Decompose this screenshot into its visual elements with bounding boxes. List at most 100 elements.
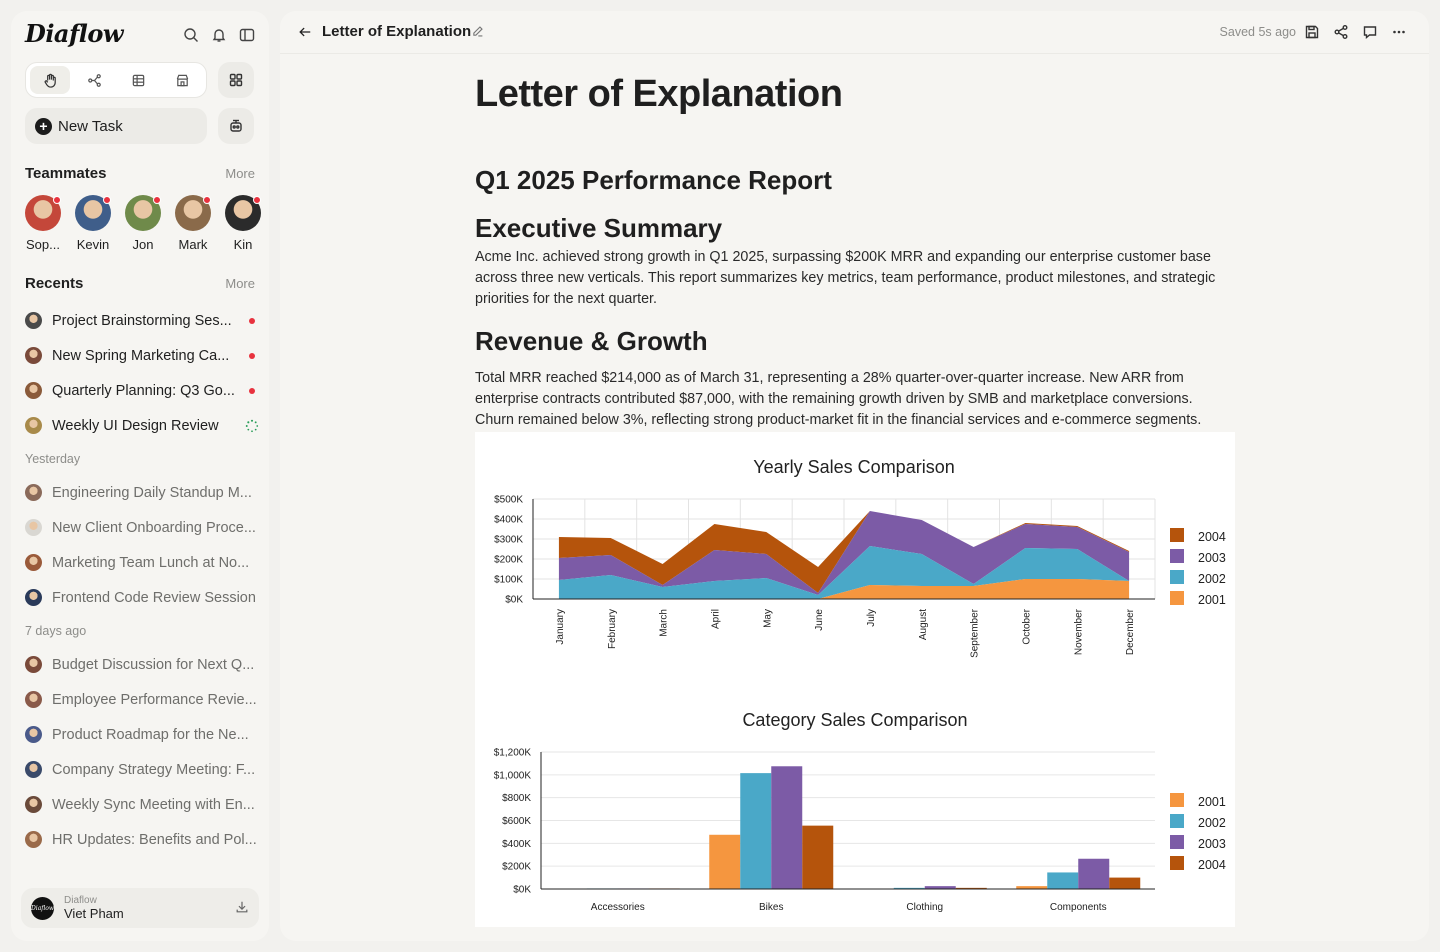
teammate[interactable]: Mark [175, 195, 211, 252]
workflow-mode-button[interactable] [74, 66, 114, 94]
area-y-tick-label: $200K [494, 555, 523, 566]
bar-2003-bikes [771, 766, 803, 889]
recent-avatar [25, 382, 42, 399]
recent-item[interactable]: Frontend Code Review Session [25, 580, 259, 615]
area-x-tick-label: November [1073, 608, 1084, 655]
recent-item[interactable]: Weekly UI Design Review [25, 408, 259, 443]
exec-summary-text: Acme Inc. achieved strong growth in Q1 2… [475, 249, 1216, 307]
bar-legend-label: 2001 [1198, 795, 1226, 809]
recent-item[interactable]: New Spring Marketing Ca... [25, 338, 259, 373]
user-meta: Diaflow Viet Pham [64, 895, 124, 921]
mode-switcher [25, 62, 207, 98]
area-chart-title: Yearly Sales Comparison [753, 457, 954, 477]
user-card[interactable]: Diaflow Diaflow Viet Pham [21, 888, 259, 928]
user-name: Viet Pham [64, 906, 124, 921]
teammate[interactable]: Sop... [25, 195, 61, 252]
area-x-tick-label: March [659, 609, 670, 637]
avatar [175, 195, 211, 231]
agent-button[interactable] [218, 108, 254, 144]
area-x-tick-label: August [918, 609, 929, 640]
avatar [25, 195, 61, 231]
area-series-2002 [558, 546, 1130, 599]
recent-item[interactable]: Company Strategy Meeting: F... [25, 752, 259, 787]
recent-avatar [25, 726, 42, 743]
bar-2002-bikes [740, 773, 772, 889]
teammate[interactable]: Kevin [75, 195, 111, 252]
store-mode-button[interactable] [162, 66, 202, 94]
recent-item[interactable]: HR Updates: Benefits and Pol... [25, 822, 259, 857]
bar-2004-clothing [955, 887, 987, 889]
edit-title-icon[interactable] [471, 25, 484, 38]
hand-mode-button[interactable] [30, 66, 70, 94]
area-legend-label: 2002 [1198, 572, 1226, 586]
recent-title: Product Roadmap for the Ne... [52, 726, 249, 743]
share-icon[interactable] [1333, 24, 1349, 40]
bar-legend-swatch [1170, 856, 1184, 870]
bell-icon[interactable] [211, 27, 227, 43]
yesterday-label: Yesterday [25, 452, 81, 466]
area-y-tick-label: $0K [505, 595, 523, 606]
bar-2004-bikes [802, 825, 834, 889]
grid-icon [229, 73, 243, 87]
avatar [225, 195, 261, 231]
recent-avatar [25, 691, 42, 708]
doc-topbar: Letter of Explanation Saved 5s ago [280, 11, 1429, 54]
teammate-name: Jon [132, 237, 154, 252]
more-icon[interactable] [1391, 24, 1407, 40]
area-x-tick-label: February [607, 609, 618, 649]
new-task-button[interactable]: + New Task [25, 108, 207, 144]
recent-title: Marketing Team Lunch at No... [52, 554, 250, 571]
recent-title: New Spring Marketing Ca... [52, 347, 230, 364]
area-series-2001 [558, 579, 1130, 599]
bar-y-tick-label: $200K [502, 862, 531, 873]
recent-item[interactable]: New Client Onboarding Proce... [25, 510, 259, 545]
recent-item[interactable]: Weekly Sync Meeting with En... [25, 787, 259, 822]
teammate[interactable]: Kin [225, 195, 261, 252]
area-legend-label: 2001 [1198, 593, 1226, 607]
bar-chart-title: Category Sales Comparison [742, 710, 967, 730]
area-legend-label: 2004 [1198, 530, 1226, 544]
search-icon[interactable] [183, 27, 199, 43]
robot-icon [230, 119, 242, 132]
area-x-tick-label: January [555, 609, 566, 645]
online-status-dot [153, 196, 161, 204]
recent-item[interactable]: Project Brainstorming Ses... [25, 303, 259, 338]
bar-y-tick-label: $0K [513, 885, 531, 896]
download-icon[interactable] [235, 900, 249, 914]
unread-dot [249, 387, 255, 394]
back-arrow-icon[interactable] [298, 25, 312, 39]
recents-more-link[interactable]: More [225, 276, 255, 291]
bar-legend-label: 2002 [1198, 816, 1226, 830]
recent-item[interactable]: Quarterly Planning: Q3 Go... [25, 373, 259, 408]
recent-item[interactable]: Marketing Team Lunch at No... [25, 545, 259, 580]
workspace-name: Diaflow [64, 895, 97, 906]
recent-avatar [25, 761, 42, 778]
recent-avatar [25, 589, 42, 606]
app-logo[interactable]: Diaflow [25, 19, 124, 48]
bar-x-tick-label: Components [1050, 902, 1107, 913]
teammate[interactable]: Jon [125, 195, 161, 252]
area-x-tick-label: July [866, 609, 877, 627]
table-mode-button[interactable] [118, 66, 158, 94]
plus-icon: + [35, 117, 52, 135]
comment-icon[interactable] [1362, 24, 1378, 40]
recent-item[interactable]: Employee Performance Revie... [25, 682, 259, 717]
recent-title: New Client Onboarding Proce... [52, 519, 256, 536]
recent-title: Frontend Code Review Session [52, 589, 256, 606]
area-legend-swatch [1170, 591, 1184, 605]
apps-grid-button[interactable] [218, 62, 254, 98]
area-x-tick-label: September [970, 608, 981, 658]
unread-dot [249, 317, 255, 324]
area-legend-label: 2003 [1198, 551, 1226, 565]
sidebar-toggle-icon[interactable] [239, 27, 255, 43]
teammates-more-link[interactable]: More [225, 166, 255, 181]
save-icon[interactable] [1304, 24, 1320, 40]
teammates-list: Sop... Kevin Jon Mark Kin [25, 195, 265, 252]
recent-item[interactable]: Product Roadmap for the Ne... [25, 717, 259, 752]
bar-legend-swatch [1170, 835, 1184, 849]
recent-item[interactable]: Budget Discussion for Next Q... [25, 647, 259, 682]
area-y-tick-label: $100K [494, 575, 523, 586]
recent-item[interactable]: Engineering Daily Standup M... [25, 475, 259, 510]
bar-y-tick-label: $1,200K [494, 748, 532, 759]
teammates-title: Teammates [25, 165, 107, 182]
